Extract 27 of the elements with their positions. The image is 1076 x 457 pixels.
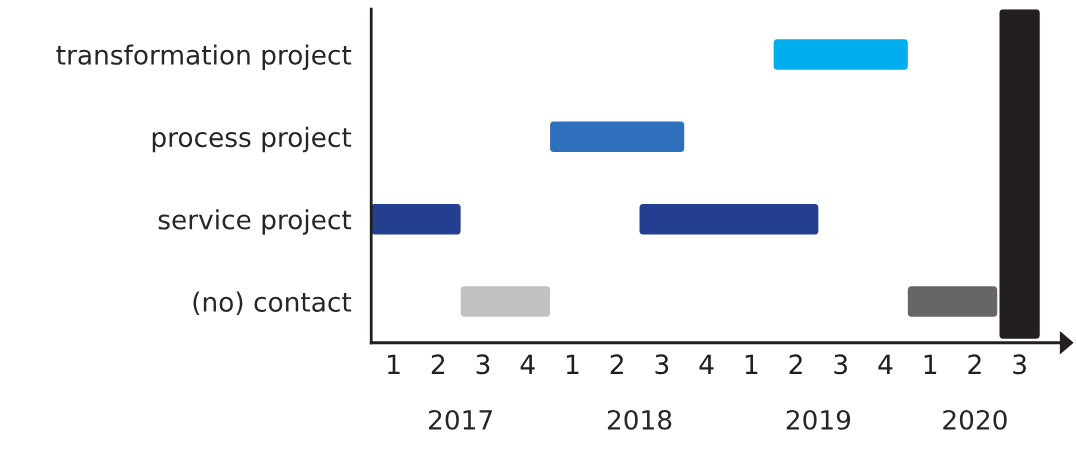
text: 4: [878, 354, 893, 374]
bar: [907, 286, 998, 317]
text: 4: [699, 354, 714, 374]
bar: [550, 121, 685, 153]
text: 1: [745, 354, 758, 374]
text: 2: [431, 354, 445, 374]
text: 1: [388, 354, 400, 374]
bar: [773, 39, 908, 70]
text: 3: [1013, 354, 1026, 375]
y-tick-label: transformation project: [56, 44, 352, 70]
bar: [460, 286, 551, 317]
text: 3: [655, 354, 669, 375]
text: 2: [610, 354, 623, 374]
y-tick-label: process project: [152, 126, 352, 153]
x-tick-label: 2020: [943, 409, 1007, 430]
y-tick-label: service project: [158, 209, 352, 235]
text: 2: [968, 354, 981, 374]
text: 1: [924, 354, 937, 374]
y-tick-label: (no) contact: [193, 291, 352, 316]
x-tick-label: 2018: [607, 409, 672, 430]
text: 2: [789, 354, 802, 374]
text: 1: [566, 354, 579, 374]
x-tick-label: 2017: [429, 409, 492, 430]
x-tick-label: 2019: [786, 409, 851, 430]
text: 3: [834, 354, 848, 375]
text: 3: [476, 354, 490, 375]
text: 4: [520, 354, 535, 374]
